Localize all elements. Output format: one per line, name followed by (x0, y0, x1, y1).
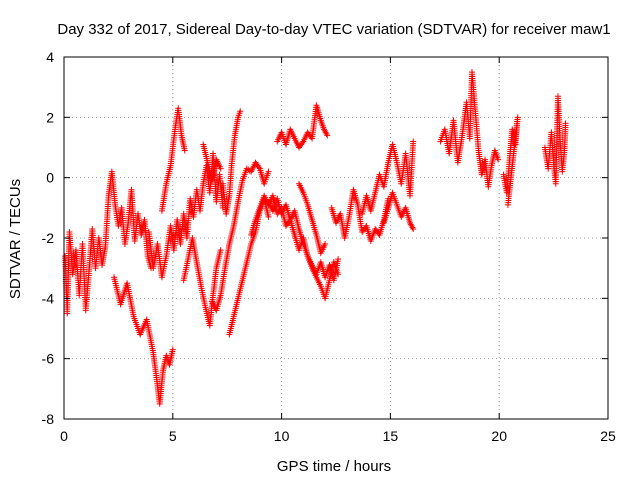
data-point-markers (274, 102, 331, 151)
data-points (62, 69, 569, 407)
data-segment-12 (274, 102, 331, 151)
data-segment-7 (208, 159, 272, 314)
data-point-markers (359, 138, 417, 217)
data-segment-14 (359, 138, 417, 217)
x-tick-label: 15 (383, 428, 399, 444)
data-segment-18 (541, 93, 569, 187)
data-point-markers (158, 105, 188, 214)
x-tick-label: 20 (491, 428, 507, 444)
y-tick-label: 2 (46, 109, 54, 125)
data-segment-11 (296, 180, 329, 257)
data-point-markers (219, 108, 244, 217)
data-segment-16 (437, 69, 502, 190)
x-tick-label: 25 (600, 428, 616, 444)
axis-ticks: 0 5 10 15 20 25 -8 -6 -4 -2 0 2 4 (42, 49, 616, 444)
data-segment-17 (500, 114, 521, 208)
data-segment-1 (111, 274, 176, 407)
data-point-markers (111, 274, 176, 407)
data-point-markers (180, 235, 224, 329)
y-tick-label: -6 (42, 351, 55, 367)
data-segment-5 (200, 141, 224, 184)
data-point-markers (437, 69, 502, 190)
y-tick-label: -2 (42, 230, 55, 246)
y-tick-label: 0 (46, 170, 54, 186)
data-segment-0 (62, 168, 155, 317)
y-axis-label: SDTVAR / TECUs (7, 179, 24, 299)
x-axis-label: GPS time / hours (277, 458, 391, 475)
data-point-markers (265, 195, 342, 302)
data-point-markers (541, 93, 569, 187)
data-segment-15 (380, 189, 417, 232)
x-tick-label: 10 (274, 428, 290, 444)
x-tick-label: 5 (169, 428, 177, 444)
data-segment-13 (328, 186, 392, 245)
y-tick-label: -4 (42, 290, 55, 306)
data-point-markers (200, 141, 224, 184)
y-tick-label: 4 (46, 49, 54, 65)
grid (64, 57, 608, 419)
chart-title: Day 332 of 2017, Sidereal Day-to-day VTE… (57, 21, 610, 38)
data-point-markers (500, 114, 521, 208)
data-segment-2 (145, 150, 226, 281)
x-tick-label: 0 (60, 428, 68, 444)
data-point-markers (62, 168, 155, 317)
data-segment-4 (180, 235, 224, 329)
data-point-markers (208, 159, 272, 314)
data-segment-6 (219, 108, 244, 217)
data-segment-10 (265, 195, 342, 302)
data-segment-3 (158, 105, 188, 214)
data-point-markers (296, 180, 329, 257)
data-point-markers (380, 189, 417, 232)
data-point-markers (328, 186, 392, 245)
y-tick-label: -8 (42, 411, 55, 427)
data-point-markers (145, 150, 226, 281)
